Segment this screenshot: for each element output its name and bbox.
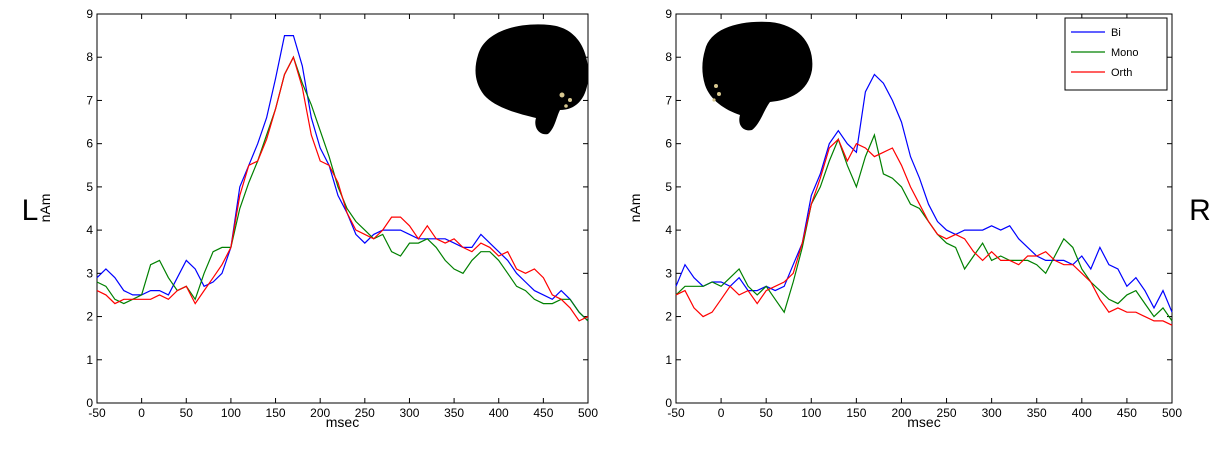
brain-highlight bbox=[559, 84, 721, 108]
plot-area bbox=[96, 13, 589, 404]
series-line bbox=[675, 138, 1173, 326]
x-tick-label: 100 bbox=[221, 406, 241, 420]
x-tick-label: 350 bbox=[444, 406, 464, 420]
x-tick-label: 200 bbox=[310, 406, 330, 420]
x-tick-label: 0 bbox=[718, 406, 725, 420]
x-tick-label: 500 bbox=[1162, 406, 1182, 420]
y-tick-label: 8 bbox=[86, 50, 93, 64]
x-tick-label: -50 bbox=[667, 406, 685, 420]
legend-label: Mono bbox=[1111, 47, 1139, 59]
y-tick-label: 1 bbox=[665, 353, 672, 367]
legend-box bbox=[1064, 17, 1168, 91]
x-tick-label: 100 bbox=[801, 406, 821, 420]
x-tick-label: 200 bbox=[891, 406, 911, 420]
x-tick-label: 400 bbox=[489, 406, 509, 420]
y-tick-label: 7 bbox=[665, 93, 672, 107]
x-tick-label: -50 bbox=[88, 406, 106, 420]
x-tick-label: 50 bbox=[180, 406, 194, 420]
y-tick-label: 1 bbox=[86, 353, 93, 367]
x-tick-label: 300 bbox=[399, 406, 419, 420]
y-tick-label: 4 bbox=[86, 223, 93, 237]
plot-area bbox=[675, 13, 1173, 404]
y-tick-label: 6 bbox=[86, 137, 93, 151]
x-tick-label: 300 bbox=[982, 406, 1002, 420]
brain-image bbox=[475, 21, 813, 135]
x-tick-label: 50 bbox=[760, 406, 774, 420]
panel-label: R bbox=[1189, 194, 1211, 227]
x-tick-label: 150 bbox=[266, 406, 286, 420]
y-axis-label: nAm bbox=[627, 194, 643, 223]
y-tick-label: 0 bbox=[665, 396, 672, 410]
x-axis-label: msec bbox=[907, 414, 940, 430]
y-tick-label: 0 bbox=[86, 396, 93, 410]
legend-label: Bi bbox=[1111, 27, 1121, 39]
legend-label: Orth bbox=[1111, 67, 1132, 79]
y-tick-label: 8 bbox=[665, 50, 672, 64]
y-axis-label: nAm bbox=[37, 194, 53, 223]
y-tick-label: 6 bbox=[665, 137, 672, 151]
y-tick-label: 5 bbox=[665, 180, 672, 194]
x-tick-label: 450 bbox=[1117, 406, 1137, 420]
series-line bbox=[96, 35, 589, 322]
y-tick-label: 4 bbox=[665, 223, 672, 237]
series-line bbox=[675, 73, 1173, 313]
series-line bbox=[96, 55, 589, 322]
x-tick-label: 450 bbox=[533, 406, 553, 420]
y-tick-label: 5 bbox=[86, 180, 93, 194]
x-axis-label: msec bbox=[326, 414, 359, 430]
x-tick-label: 150 bbox=[846, 406, 866, 420]
x-tick-label: 0 bbox=[138, 406, 145, 420]
x-tick-label: 400 bbox=[1072, 406, 1092, 420]
y-tick-label: 2 bbox=[665, 310, 672, 324]
panel-label: L bbox=[22, 194, 39, 227]
y-tick-label: 3 bbox=[86, 266, 93, 280]
y-tick-label: 9 bbox=[86, 7, 93, 21]
y-tick-label: 3 bbox=[665, 266, 672, 280]
x-tick-label: 500 bbox=[578, 406, 598, 420]
y-tick-label: 2 bbox=[86, 310, 93, 324]
x-tick-label: 250 bbox=[355, 406, 375, 420]
x-tick-label: 350 bbox=[1027, 406, 1047, 420]
y-tick-label: 9 bbox=[665, 7, 672, 21]
x-tick-label: 250 bbox=[937, 406, 957, 420]
y-tick-label: 7 bbox=[86, 93, 93, 107]
